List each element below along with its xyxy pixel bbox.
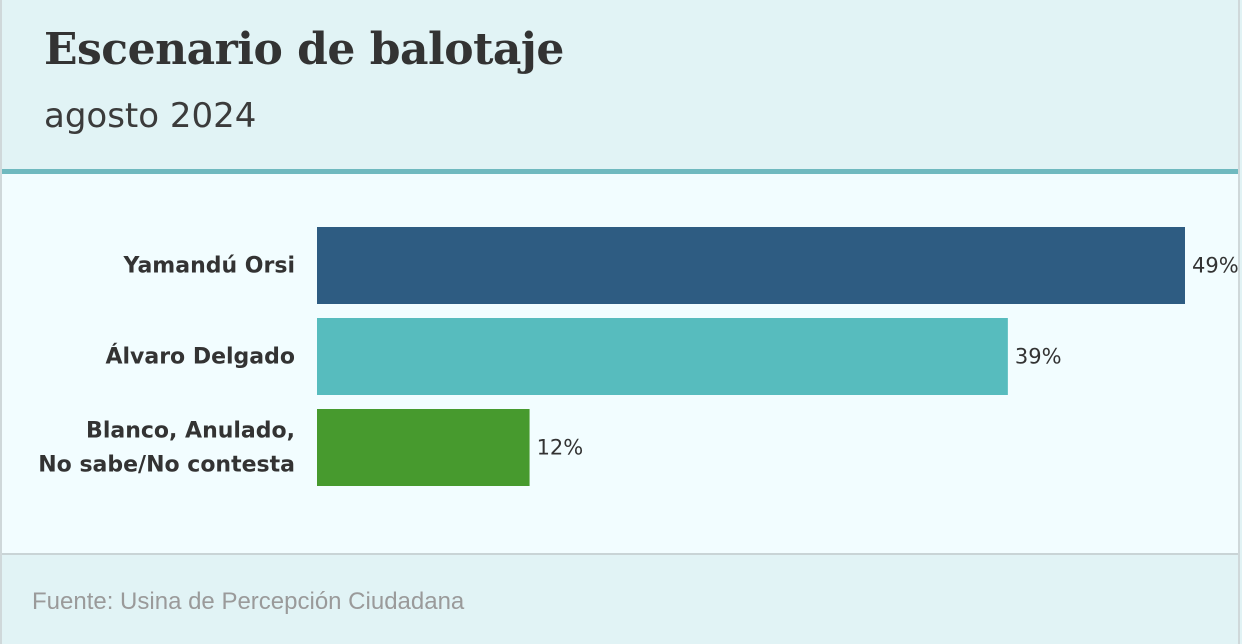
value-label-3: 12% <box>537 436 584 460</box>
chart-title: Escenario de balotaje <box>44 24 564 75</box>
category-label-2: Álvaro Delgado <box>105 343 295 369</box>
plot-area: Yamandú Orsi 49% Álvaro Delgado 39% Blanco, … <box>2 174 1239 555</box>
bar-chart: Yamandú Orsi 49% Álvaro Delgado 39% Blanco, … <box>38 227 1239 486</box>
value-label-2: 39% <box>1015 345 1062 369</box>
category-label-1: Yamandú Orsi <box>123 253 295 278</box>
header-divider <box>2 169 1238 174</box>
source-note: Fuente: Usina de Percepción Ciudadana <box>32 588 465 615</box>
bar-2 <box>317 318 1008 395</box>
chart-header: Escenario de balotaje agosto 2024 <box>2 0 1238 170</box>
value-label-1: 49% <box>1192 254 1239 278</box>
bar-3 <box>317 409 530 486</box>
chart-subtitle: agosto 2024 <box>44 96 257 136</box>
bar-1 <box>317 227 1185 304</box>
category-label-3: Blanco, Anulado, No sabe/No contesta <box>38 418 295 477</box>
chart-footer: Fuente: Usina de Percepción Ciudadana <box>2 555 1238 644</box>
